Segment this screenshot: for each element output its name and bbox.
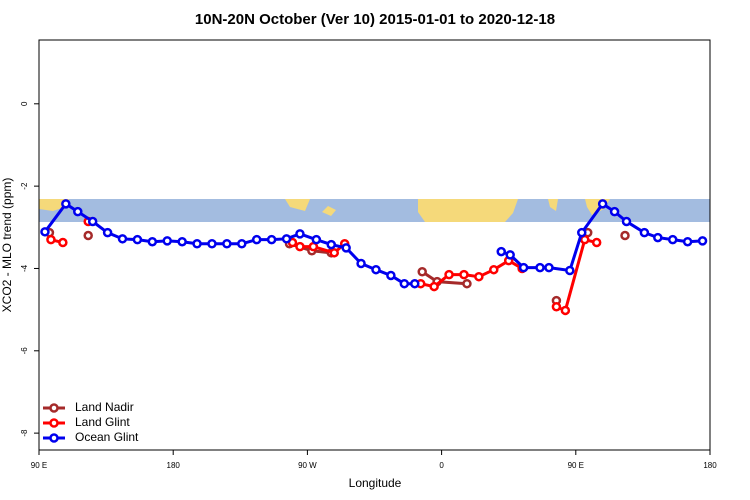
point: [591, 237, 602, 248]
y-tick-label: -8: [20, 429, 29, 437]
point: [565, 265, 575, 276]
point: [444, 269, 454, 280]
point: [177, 236, 187, 247]
point: [609, 206, 620, 217]
point: [237, 239, 247, 249]
point: [597, 199, 608, 209]
chart-title: 10N-20N October (Ver 10) 2015-01-01 to 2…: [195, 11, 555, 28]
plot-frame: [38, 39, 711, 451]
map-strip: [39, 199, 710, 222]
point: [61, 199, 71, 209]
point: [311, 234, 322, 245]
x-tick-label: 180: [167, 461, 181, 470]
point: [518, 262, 529, 273]
point: [429, 281, 439, 292]
point: [544, 262, 554, 273]
legend-label: Land Nadir: [75, 400, 134, 414]
point: [73, 206, 83, 217]
point: [560, 305, 571, 316]
point: [667, 234, 678, 245]
point: [46, 234, 56, 245]
x-tick-label: 90 E: [568, 461, 584, 470]
y-tick-label: -6: [20, 347, 29, 355]
x-tick-label: 0: [439, 461, 444, 470]
point: [697, 236, 708, 246]
y-axis-label: XCO2 - MLO trend (ppm): [0, 178, 14, 313]
point: [386, 270, 396, 281]
point: [621, 216, 632, 227]
point: [577, 227, 587, 238]
legend-marker: [49, 418, 59, 428]
point: [399, 278, 410, 289]
point: [147, 236, 158, 247]
point: [40, 227, 50, 237]
point: [281, 234, 292, 244]
point: [295, 241, 305, 252]
point: [132, 234, 143, 245]
point: [551, 301, 562, 312]
x-axis-label: Longitude: [349, 476, 402, 490]
point: [102, 227, 113, 238]
y-tick-label: -2: [20, 182, 29, 190]
point: [496, 246, 506, 257]
point: [295, 229, 305, 239]
point: [462, 278, 472, 289]
point: [341, 243, 351, 253]
point: [329, 248, 339, 258]
point: [192, 239, 202, 249]
point: [83, 230, 93, 241]
point: [474, 271, 484, 282]
point: [117, 234, 128, 244]
point: [620, 230, 630, 241]
point: [410, 278, 420, 289]
point: [371, 264, 381, 275]
point: [653, 232, 663, 243]
point: [207, 239, 217, 249]
point: [489, 264, 499, 275]
point: [326, 239, 337, 250]
point: [417, 267, 427, 277]
x-tick-label: 90 W: [298, 461, 317, 470]
legend-marker: [49, 403, 59, 413]
y-tick-label: 0: [20, 101, 29, 106]
point: [251, 234, 262, 245]
x-tick-label: 180: [703, 461, 717, 470]
x-tick-label: 90 E: [31, 461, 47, 470]
point: [505, 250, 515, 260]
point: [682, 236, 693, 247]
point: [639, 227, 650, 238]
legend-label: Land Glint: [75, 415, 130, 429]
point: [459, 269, 469, 280]
point: [58, 237, 68, 248]
point: [535, 262, 545, 273]
point: [87, 216, 98, 227]
legend-marker: [49, 433, 59, 443]
point: [222, 239, 232, 249]
point: [266, 234, 277, 245]
point: [356, 258, 366, 269]
series-line: [50, 237, 598, 313]
point: [162, 236, 172, 246]
legend-label: Ocean Glint: [75, 430, 139, 444]
y-tick-label: -4: [20, 264, 29, 272]
